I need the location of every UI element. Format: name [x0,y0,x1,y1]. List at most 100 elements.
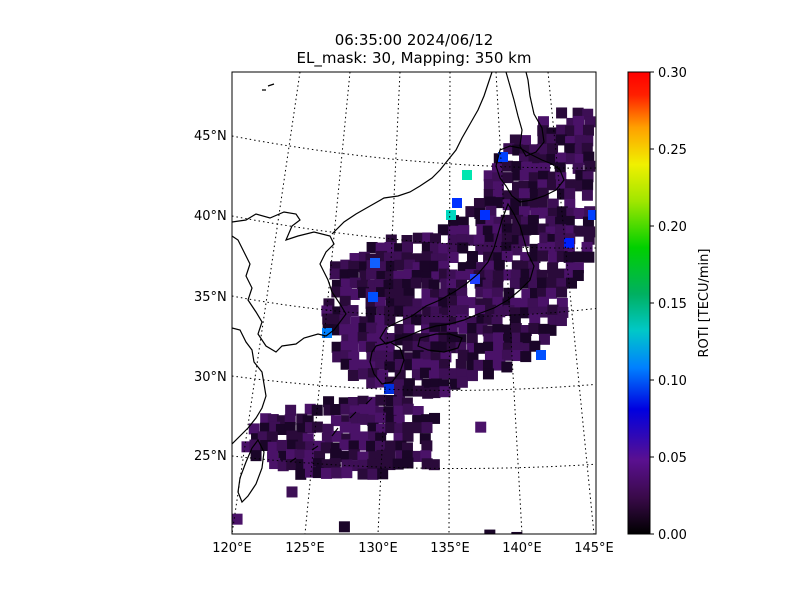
roti-cell [347,324,359,336]
roti-cell [510,269,522,281]
lat-label-40: 40°N [194,209,227,224]
roti-cell [350,431,362,443]
roti-cell [377,468,389,480]
roti-cell [484,196,496,208]
roti-cell [555,172,567,184]
roti-cell [501,349,513,361]
roti-cell [520,216,532,228]
roti-cell [581,241,593,253]
roti-cell [502,172,514,184]
roti-cell [384,459,396,471]
roti-cell [563,244,575,256]
roti-cell [430,297,442,309]
roti-cell [340,451,352,463]
roti-cell [537,223,549,235]
roti-cell [566,117,578,129]
roti-cell [483,313,495,325]
roti-cell [431,271,443,283]
roti-cell [465,316,477,328]
roti-cell [565,136,577,148]
roti-cell [465,297,477,309]
roti-cell [566,207,578,219]
roti-cell [510,322,522,334]
roti-cell [491,287,503,299]
roti-cell-high [322,328,332,338]
roti-cell [284,414,296,426]
roti-cell [440,278,452,290]
roti-cell [573,115,585,127]
roti-cell [439,307,451,319]
roti-cell [384,448,396,460]
roti-cell [402,450,414,462]
roti-cell [547,198,559,210]
roti-cell [492,181,504,193]
roti-cell [393,387,405,399]
roti-cell [366,414,378,426]
roti-cell [376,287,388,299]
roti-cell [393,396,405,408]
roti-cell [375,412,387,424]
roti-cell [251,433,263,445]
roti-cell [520,325,532,337]
roti-cell [366,322,378,334]
roti-cell [339,324,351,336]
roti-cell [539,232,551,244]
roti-cell [375,358,387,370]
roti-cell [520,332,532,344]
roti-cell [458,225,470,237]
roti-cell [573,225,585,237]
roti-cell [394,288,406,300]
roti-cell [572,262,584,274]
roti-cell [438,331,450,343]
roti-cell [357,468,369,480]
roti-cell [259,422,271,434]
roti-cell [341,334,353,346]
roti-cell [402,279,414,291]
roti-cell [510,297,522,309]
roti-cell [347,269,359,281]
roti-cell [260,413,272,425]
roti-cell [537,179,549,191]
roti-cell [275,423,287,435]
roti-cell [437,253,449,265]
roti-cell [503,334,515,346]
roti-cell [411,358,423,370]
roti-cell [422,232,434,244]
roti-cell [528,172,540,184]
roti-cell [384,241,396,253]
roti-cell [331,341,343,353]
roti-cell [430,289,442,301]
colorbar-tick-labels: 0.00 0.05 0.10 0.15 0.20 0.25 0.30 [658,66,687,543]
roti-cell [421,422,433,434]
roti-cell [285,404,297,416]
roti-cell [340,286,352,298]
roti-cell [439,288,451,300]
roti-cell [304,466,316,478]
cb-tick-6: 0.30 [658,66,687,81]
roti-cell [574,125,586,137]
roti-cell [349,423,361,435]
roti-cell [467,352,479,364]
roti-cell [440,315,452,327]
roti-cell [447,288,459,300]
roti-cell [528,279,540,291]
roti-cell [367,361,379,373]
roti-cell [430,306,442,318]
roti-cell [394,251,406,263]
roti-cell [583,233,595,245]
roti-cell [421,414,433,426]
roti-cell [285,449,297,461]
roti-cell [277,460,289,472]
cb-tick-0: 0.00 [658,528,687,543]
roti-cell [519,169,531,181]
roti-cell [511,342,523,354]
roti-cell [349,277,361,289]
roti-cell [403,324,415,336]
roti-cell [384,315,396,327]
roti-cell [467,343,479,355]
roti-cell [538,207,550,219]
roti-cell [394,423,406,435]
roti-cell-high [564,238,574,248]
roti-cell [286,486,298,498]
roti-cell [376,325,388,337]
